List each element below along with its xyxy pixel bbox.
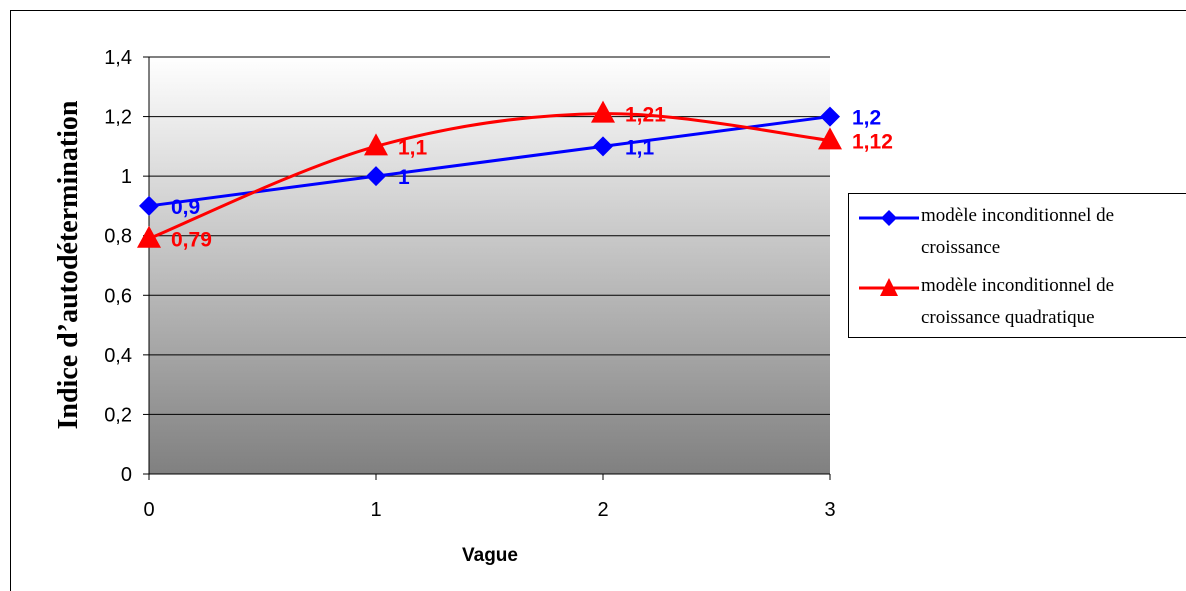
data-label: 1,21 [625, 104, 666, 127]
x-tick-label: 0 [143, 499, 154, 521]
data-label: 0,79 [171, 229, 212, 252]
legend: modèle inconditionnel de croissance modè… [848, 193, 1186, 338]
data-label: 1,2 [852, 107, 881, 130]
y-tick-label: 1,2 [104, 107, 132, 129]
chart-frame [10, 10, 1186, 591]
y-tick-label: 0,2 [104, 404, 132, 426]
y-tick-label: 1,4 [104, 47, 132, 69]
data-point-diamond [593, 136, 613, 157]
data-label: 0,9 [171, 196, 200, 219]
y-tick-label: 0,4 [104, 345, 132, 367]
data-point-diamond [139, 195, 159, 216]
series-line-quadratic [148, 112, 831, 241]
y-axis-title: Indice d’autodétermination [53, 100, 84, 429]
x-tick-label: 2 [597, 499, 608, 521]
legend-marker-blue-diamond [859, 210, 919, 226]
y-tick-label: 0,8 [104, 226, 132, 248]
data-point-triangle [591, 100, 615, 123]
data-label: 1,12 [852, 130, 893, 153]
data-point-diamond [820, 106, 840, 127]
legend-label: modèle inconditionnel de croissance quad… [921, 275, 1115, 328]
x-axis-title: Vague [462, 545, 518, 566]
series-line-linear [148, 115, 831, 208]
data-point-triangle [137, 225, 161, 248]
data-point-triangle [364, 133, 388, 156]
legend-item-series-1: modèle inconditionnel de croissance [849, 194, 1186, 266]
data-label: 1 [398, 166, 410, 189]
legend-label: modèle inconditionnel de croissance [921, 205, 1115, 258]
legend-marker-red-triangle [859, 278, 919, 296]
y-tick-label: 0 [121, 464, 132, 486]
plot-area [149, 57, 830, 474]
x-tick-label: 1 [370, 499, 381, 521]
y-tick-label: 0,6 [104, 285, 132, 307]
data-label: 1,1 [625, 136, 655, 159]
data-point-triangle [818, 127, 842, 150]
legend-item-series-2: modèle inconditionnel de croissance quad… [849, 266, 1186, 338]
data-label: 1,1 [398, 136, 428, 159]
data-point-diamond [366, 166, 386, 187]
x-tick-label: 3 [824, 499, 835, 521]
y-tick-label: 1 [121, 166, 132, 188]
